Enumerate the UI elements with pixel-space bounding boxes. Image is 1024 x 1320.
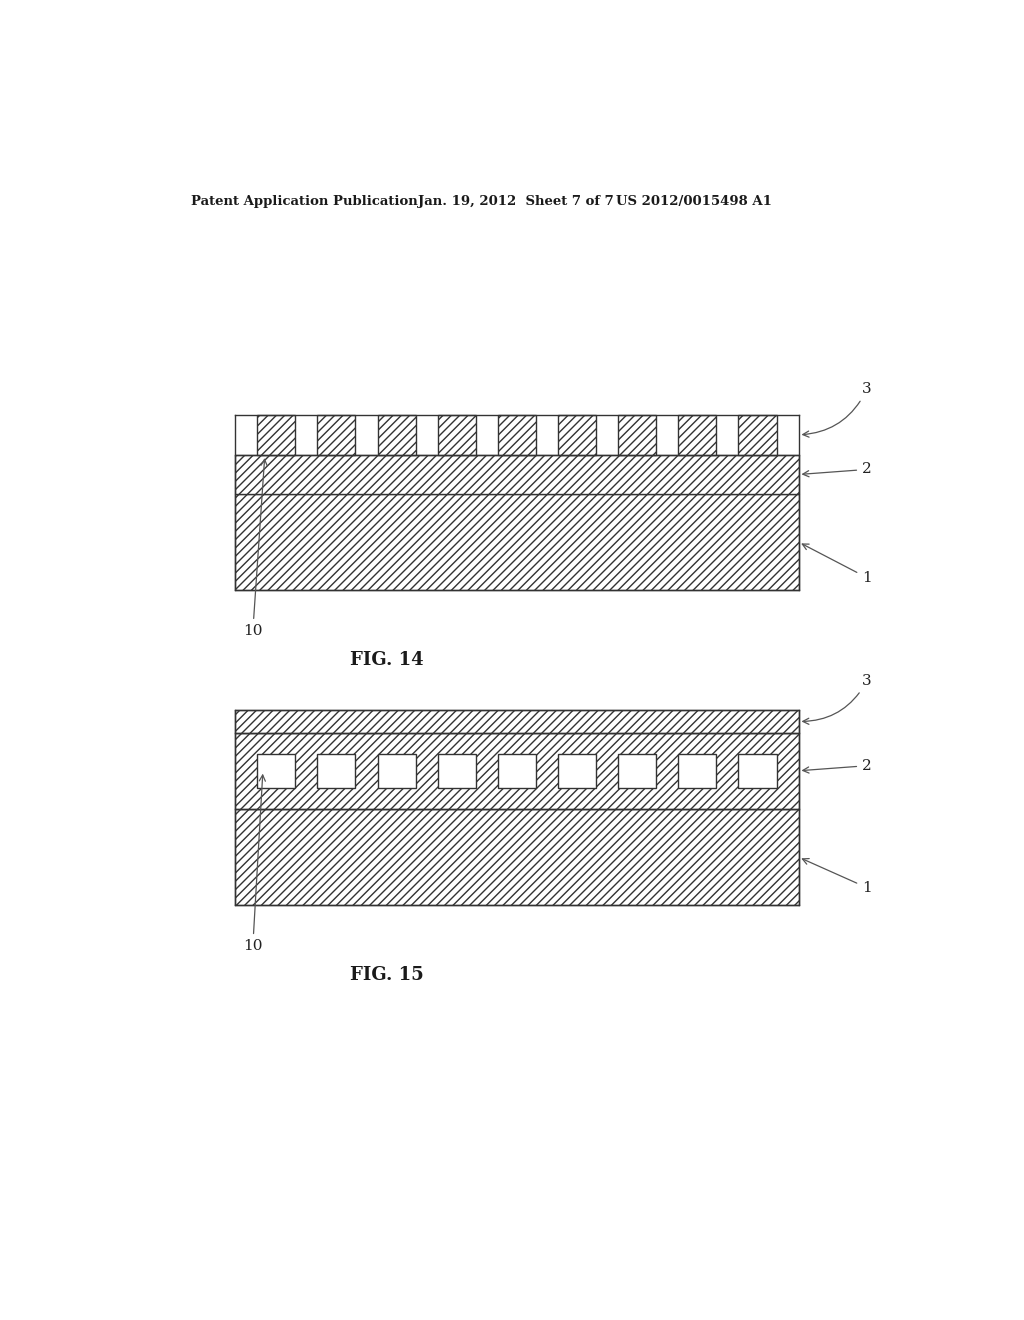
Bar bbox=[678, 414, 717, 455]
Bar bbox=[236, 710, 799, 733]
Bar bbox=[317, 414, 355, 455]
Bar bbox=[236, 455, 799, 494]
Bar bbox=[378, 414, 416, 455]
Bar bbox=[257, 414, 295, 455]
Text: 1: 1 bbox=[803, 858, 871, 895]
Text: 1: 1 bbox=[802, 544, 871, 585]
Text: 3: 3 bbox=[803, 673, 871, 725]
Bar bbox=[738, 754, 776, 788]
Bar bbox=[257, 754, 295, 788]
Bar bbox=[437, 414, 476, 455]
Text: 2: 2 bbox=[803, 462, 871, 477]
Bar bbox=[437, 754, 476, 788]
Text: US 2012/0015498 A1: US 2012/0015498 A1 bbox=[616, 195, 772, 209]
Text: 2: 2 bbox=[803, 759, 871, 774]
Text: FIG. 14: FIG. 14 bbox=[350, 651, 424, 669]
Bar bbox=[618, 414, 656, 455]
Bar bbox=[236, 494, 799, 590]
Bar bbox=[558, 754, 596, 788]
Text: 10: 10 bbox=[243, 775, 265, 953]
Bar bbox=[236, 733, 799, 809]
Bar bbox=[378, 754, 416, 788]
Bar bbox=[317, 754, 355, 788]
Text: 10: 10 bbox=[243, 459, 267, 638]
Bar bbox=[236, 809, 799, 906]
Bar bbox=[678, 754, 717, 788]
Text: FIG. 15: FIG. 15 bbox=[350, 966, 424, 985]
Text: 3: 3 bbox=[803, 381, 871, 437]
Bar bbox=[558, 414, 596, 455]
Text: Patent Application Publication: Patent Application Publication bbox=[191, 195, 418, 209]
Bar bbox=[618, 754, 656, 788]
Bar bbox=[738, 414, 776, 455]
Bar bbox=[498, 414, 536, 455]
Text: Jan. 19, 2012  Sheet 7 of 7: Jan. 19, 2012 Sheet 7 of 7 bbox=[418, 195, 613, 209]
Bar bbox=[498, 754, 536, 788]
